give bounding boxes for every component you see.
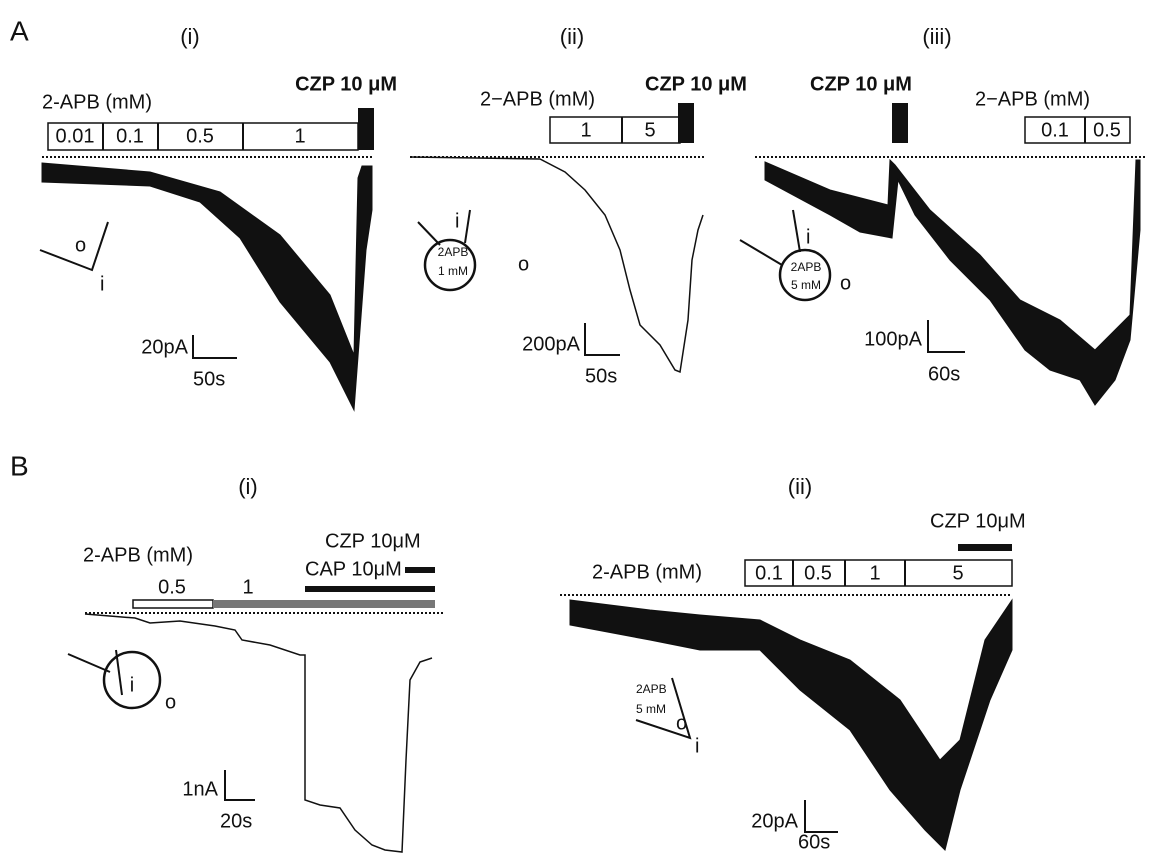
scale-bar [584,323,620,356]
scale-bar [192,335,237,359]
concentration: 5 [644,119,655,141]
subpanel-label: (ii) [788,474,812,499]
scale-y: 100pA [864,328,922,350]
panel-label: B [10,450,29,481]
current-trace [41,162,373,412]
concentration: 0.5 [186,125,214,147]
czp-bar [678,103,694,143]
inset-label: o [676,712,687,734]
inset-label: 5 mM [636,702,666,716]
concentration: 1 [580,119,591,141]
concentration: 1 [294,125,305,147]
inset-label: i [455,210,459,232]
subpanel-label: (iii) [922,24,951,49]
inset-label: i [695,735,699,757]
concentration: 0.1 [116,125,144,147]
scale-bar [224,770,255,801]
drug-label: 2-APB (mM) [42,91,152,113]
scale-y: 20pA [751,810,798,832]
inset-label: 5 mM [791,278,821,292]
drug-label: 2−APB (mM) [975,88,1090,110]
cell-inset [423,238,477,292]
subpanel-label: (ii) [560,24,584,49]
scale-bar [804,800,838,833]
pipette [67,653,111,673]
czp-bar [958,544,1012,551]
scale-y: 200pA [522,333,580,355]
cap-bar [305,586,435,592]
scale-y: 20pA [141,336,188,358]
drug-box [47,122,359,151]
scale-x: 60s [798,831,830,853]
current-trace [569,598,1013,851]
pipette [417,221,441,246]
concentration: 0.5 [804,562,832,584]
concentration: 1 [869,562,880,584]
concentration: 0.01 [56,125,95,147]
drug-box [549,116,681,144]
scale-y: 1nA [182,778,218,800]
inset-label: o [518,253,529,275]
cell-inset [102,650,162,710]
czp-label: CZP 10μM [930,510,1026,532]
drug-box [744,559,1013,587]
czp-bar [892,103,908,143]
inset-label: 2APB [791,260,822,274]
czp-label: CZP 10 μM [810,73,912,95]
scale-x: 50s [585,365,617,387]
pipette [739,239,783,266]
inset-label: i [100,273,104,295]
inset-label: i [130,674,134,696]
concentration: 0.1 [1041,119,1069,141]
scale-x: 50s [193,368,225,390]
concentration: 0.5 [1093,119,1121,141]
czp-label: CZP 10μM [325,530,421,552]
subpanel-label: (i) [180,24,200,49]
pipette [464,209,471,244]
scale-x: 20s [220,810,252,832]
concentration: 0.1 [755,562,783,584]
concentration: 1 [242,576,253,598]
concentration: 0.5 [158,576,186,598]
current-trace [84,613,433,853]
drug-label: 2-APB (mM) [83,544,193,566]
drug-label: 2-APB (mM) [592,561,702,583]
pipette [115,649,123,696]
patch-inset [635,677,692,740]
panel-label: A [10,15,29,46]
czp-label: CZP 10 μM [645,73,747,95]
current-trace [764,158,1141,406]
subpanel-label: (i) [238,474,258,499]
drug-bar [213,600,435,608]
cap-label: CAP 10μM [305,558,402,580]
inset-label: o [165,691,176,713]
scale-bar [927,320,965,353]
cell-inset [778,248,832,302]
patch-inset [39,221,109,272]
inset-label: 1 mM [438,264,468,278]
concentration: 5 [952,562,963,584]
scale-x: 60s [928,363,960,385]
drug-box [1024,116,1131,144]
pipette [792,209,801,253]
inset-label: 2APB [636,682,667,696]
czp-bar [405,567,435,573]
current-trace [409,156,704,374]
drug-label: 2−APB (mM) [480,88,595,110]
inset-label: i [806,226,810,248]
inset-label: o [75,234,86,256]
inset-label: o [840,272,851,294]
czp-label: CZP 10 μM [295,73,397,95]
drug-bar [132,599,214,609]
czp-bar [358,108,374,150]
inset-label: 2APB [438,245,469,259]
